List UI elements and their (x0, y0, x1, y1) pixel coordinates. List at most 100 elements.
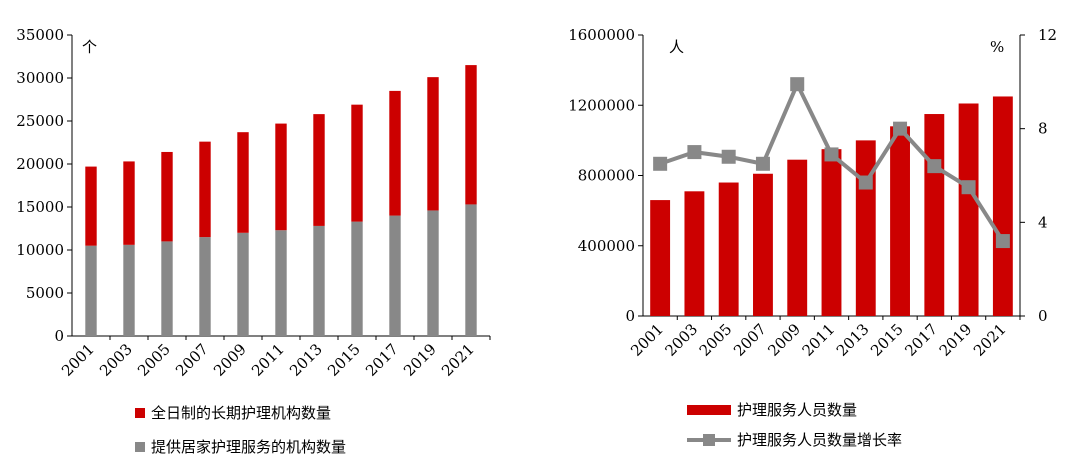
bar-fulltime (313, 114, 325, 226)
y-tick-label: 0 (625, 307, 635, 325)
x-tick-label: 2011 (799, 320, 839, 360)
y-tick-label: 0 (54, 327, 64, 345)
x-tick-label: 2003 (662, 320, 702, 360)
growth-rate-point (961, 180, 976, 195)
legend-label-growth: 护理服务人员数量增长率 (737, 431, 903, 449)
legend-swatch-fulltime (135, 407, 145, 418)
bar-home-care (85, 245, 97, 336)
x-tick-label: 2005 (696, 320, 736, 360)
bar-fulltime (275, 123, 287, 231)
growth-rate-point (893, 121, 908, 136)
y2-tick-label: 8 (1038, 120, 1048, 138)
bar-home-care (465, 204, 477, 336)
x-tick-label: 2015 (324, 340, 364, 380)
y2-unit-label: % (990, 38, 1004, 56)
x-tick-label: 2009 (764, 320, 804, 360)
y-tick-label: 15000 (16, 198, 64, 216)
legend-swatch-staff (687, 404, 731, 415)
bar-home-care (161, 241, 173, 336)
bar-staff (684, 191, 705, 316)
x-tick-label: 2007 (730, 320, 770, 360)
y-unit-label: 个 (82, 38, 97, 56)
x-tick-label: 2005 (134, 340, 174, 380)
bar-home-care (123, 244, 135, 336)
x-tick-label: 2007 (172, 340, 212, 380)
bar-fulltime (389, 90, 401, 216)
y-tick-label: 20000 (16, 155, 64, 173)
y-tick-label: 5000 (26, 284, 64, 302)
y2-tick-label: 0 (1038, 307, 1048, 325)
x-tick-label: 2015 (867, 320, 907, 360)
y-tick-label: 400000 (578, 237, 635, 255)
x-tick-label: 2001 (58, 340, 98, 380)
growth-rate-point (858, 175, 873, 190)
bar-home-care (275, 230, 287, 336)
bar-home-care (313, 225, 325, 336)
x-tick-label: 2017 (901, 320, 941, 360)
legend-item-growth: 护理服务人员数量增长率 (687, 429, 902, 450)
bar-staff (718, 182, 739, 316)
bar-fulltime (85, 166, 97, 246)
x-tick-label: 2009 (210, 340, 250, 380)
right-chart: 0 400000 800000 1200000 1600000 0 4 8 12 人% 2001 20… (540, 0, 1080, 465)
y-tick-label: 25000 (16, 112, 64, 130)
growth-rate-point (721, 149, 736, 164)
bar-staff (821, 149, 842, 316)
bar-staff (787, 159, 808, 316)
x-tick-label: 2019 (936, 320, 976, 360)
bar-fulltime (199, 141, 211, 238)
legend-item-fulltime: 全日制的长期护理机构数量 (135, 402, 331, 423)
bar-staff (890, 126, 910, 316)
legend-label-staff: 护理服务人员数量 (737, 401, 858, 419)
bar-staff (924, 114, 945, 316)
bar-home-care (199, 237, 211, 336)
y-tick-label: 30000 (16, 69, 64, 87)
y2-tick-label: 4 (1038, 213, 1048, 231)
growth-rate-point (824, 147, 839, 162)
bar-home-care (389, 215, 401, 336)
y-unit-label: 人 (669, 38, 684, 56)
bar-home-care (427, 210, 439, 336)
growth-rate-point (755, 156, 770, 171)
bar-staff (650, 200, 671, 316)
x-tick-label: 2003 (96, 340, 136, 380)
bar-staff (753, 173, 773, 316)
y-tick-label: 800000 (578, 167, 635, 185)
x-tick-label: 2017 (362, 340, 402, 380)
growth-rate-point (995, 234, 1010, 249)
x-tick-label: 2019 (400, 340, 440, 380)
y-tick-label: 1600000 (568, 26, 635, 44)
bar-fulltime (123, 161, 135, 245)
legend-label-home-care: 提供居家护理服务的机构数量 (151, 438, 347, 456)
legend-swatch-growth (687, 433, 731, 446)
x-tick-label: 2001 (627, 320, 667, 360)
legend-swatch-home-care (135, 441, 145, 452)
y-tick-label: 1200000 (568, 96, 635, 114)
bar-staff (958, 103, 979, 317)
x-tick-label: 2013 (286, 340, 326, 380)
growth-rate-point (790, 77, 805, 92)
legend-label-fulltime: 全日制的长期护理机构数量 (151, 404, 332, 422)
left-chart: 0 5000 10000 15000 20000 25000 30000 35000 个 2001… (0, 0, 540, 465)
y-tick-label: 10000 (16, 241, 64, 259)
legend-item-staff: 护理服务人员数量 (687, 399, 857, 420)
bar-fulltime (427, 77, 439, 211)
growth-rate-point (927, 159, 942, 174)
growth-rate-point (653, 156, 668, 171)
bar-home-care (237, 232, 249, 336)
y2-tick-label: 12 (1038, 26, 1057, 44)
growth-rate-point (687, 145, 702, 160)
y-tick-label: 35000 (16, 26, 64, 44)
legend-item-home-care: 提供居家护理服务的机构数量 (135, 436, 346, 457)
x-tick-label: 2011 (248, 340, 288, 380)
bar-fulltime (465, 65, 477, 205)
bar-fulltime (237, 132, 249, 233)
x-tick-label: 2013 (833, 320, 873, 360)
bar-home-care (351, 221, 363, 336)
left-chart-svg: 0 5000 10000 15000 20000 25000 30000 35000 个 2001… (16, 26, 491, 380)
bar-staff (992, 96, 1013, 316)
x-tick-label: 2021 (438, 340, 478, 380)
bar-fulltime (161, 151, 173, 242)
bar-staff (855, 140, 876, 316)
